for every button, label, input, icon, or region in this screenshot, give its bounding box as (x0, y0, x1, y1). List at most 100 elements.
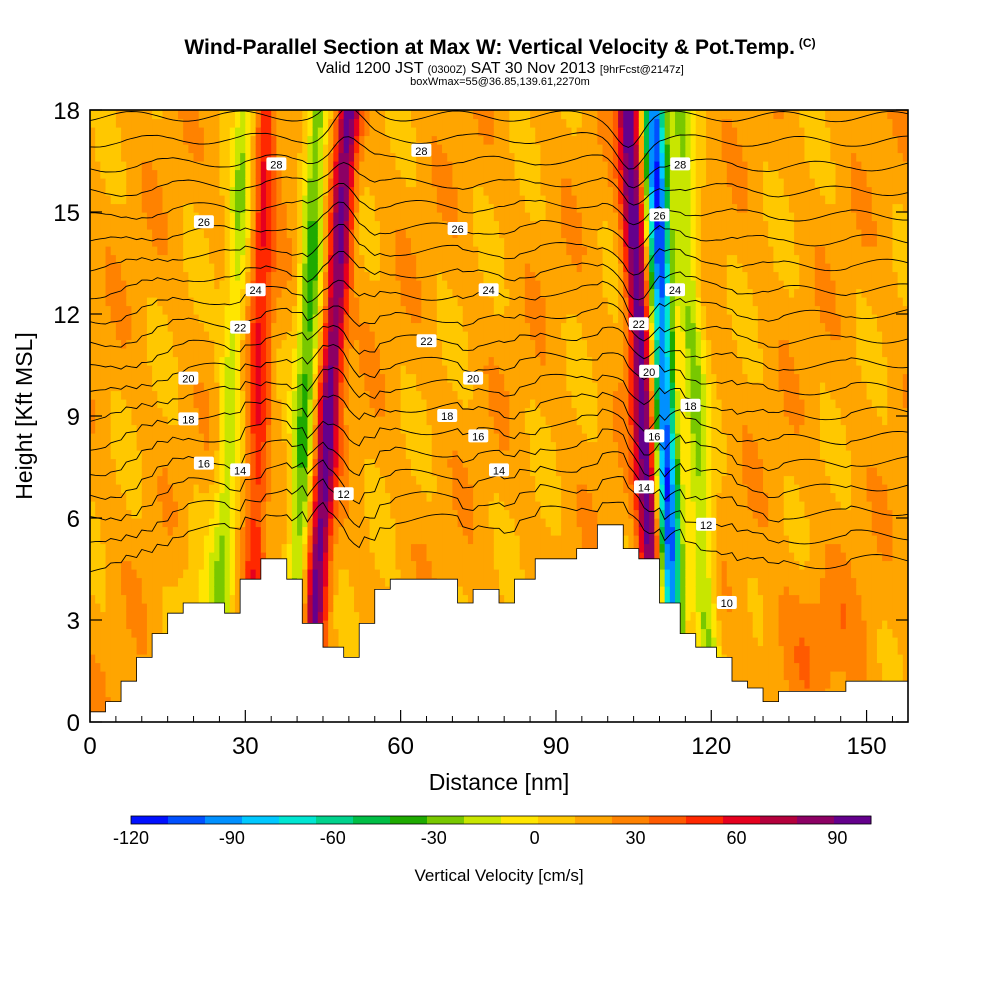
field-cell (219, 577, 226, 587)
field-cell (426, 212, 433, 222)
field-cell (172, 441, 179, 451)
field-cell (307, 569, 314, 579)
field-cell (333, 569, 340, 579)
field-cell (193, 382, 200, 392)
field-cell (121, 594, 127, 604)
field-cell (312, 560, 319, 570)
field-cell (436, 543, 443, 553)
field-cell (379, 280, 386, 290)
field-cell (307, 322, 314, 332)
field-cell (209, 484, 215, 494)
field-cell (146, 586, 153, 596)
field-cell (240, 339, 246, 349)
field-cell (348, 407, 355, 417)
field-cell (343, 110, 350, 120)
field-cell (188, 424, 195, 434)
field-cell (317, 195, 324, 205)
field-cell (343, 450, 350, 460)
field-cell (172, 110, 179, 120)
field-cell (126, 416, 133, 426)
field-cell (328, 195, 334, 205)
field-cell (121, 127, 127, 137)
field-cell (121, 475, 127, 485)
field-cell (421, 127, 428, 137)
field-cell (183, 390, 189, 400)
field-cell (369, 441, 376, 451)
field-cell (234, 144, 241, 154)
field-cell (146, 373, 153, 383)
field-cell (442, 110, 448, 120)
field-cell (172, 280, 179, 290)
field-cell (90, 696, 96, 706)
field-cell (348, 118, 355, 128)
field-cell (307, 305, 314, 315)
field-cell (193, 399, 200, 409)
field-cell (410, 450, 417, 460)
field-cell (291, 169, 298, 179)
field-cell (250, 254, 257, 264)
field-cell (193, 135, 200, 145)
field-cell (405, 373, 412, 383)
field-cell (312, 220, 319, 230)
field-cell (100, 118, 107, 128)
field-cell (95, 620, 101, 630)
field-cell (354, 620, 360, 630)
field-cell (178, 390, 184, 400)
field-cell (110, 450, 117, 460)
field-cell (162, 611, 169, 621)
field-cell (266, 535, 272, 545)
field-cell (250, 501, 257, 511)
field-cell (229, 135, 236, 145)
field-cell (229, 509, 236, 519)
field-cell (390, 212, 397, 222)
field-cell (348, 620, 355, 630)
field-cell (379, 450, 386, 460)
field-cell (188, 305, 195, 315)
field-cell (167, 577, 174, 587)
field-cell (322, 118, 329, 128)
field-cell (354, 543, 360, 553)
field-cell (354, 237, 360, 247)
field-cell (328, 603, 334, 613)
field-cell (276, 484, 283, 494)
field-cell (405, 305, 412, 315)
field-cell (271, 118, 277, 128)
field-cell (266, 297, 272, 307)
field-cell (431, 467, 438, 477)
field-cell (172, 322, 179, 332)
field-cell (178, 484, 184, 494)
field-cell (431, 144, 438, 154)
field-cell (105, 212, 112, 222)
field-cell (188, 118, 195, 128)
field-cell (172, 577, 179, 587)
field-cell (146, 577, 153, 587)
field-cell (172, 603, 179, 613)
field-cell (416, 543, 422, 553)
field-cell (317, 161, 324, 171)
field-cell (333, 288, 340, 298)
field-cell (110, 144, 117, 154)
field-cell (260, 399, 267, 409)
field-cell (385, 552, 391, 562)
field-cell (100, 424, 107, 434)
field-cell (178, 365, 184, 375)
field-cell (167, 441, 174, 451)
field-cell (90, 322, 96, 332)
field-cell (343, 501, 350, 511)
field-cell (354, 356, 360, 366)
field-cell (416, 518, 422, 528)
field-cell (291, 373, 298, 383)
field-cell (157, 416, 164, 426)
field-cell (219, 458, 226, 468)
field-cell (369, 263, 376, 273)
field-cell (364, 178, 371, 188)
field-cell (343, 560, 350, 570)
field-cell (400, 433, 407, 443)
field-cell (95, 195, 101, 205)
field-cell (317, 458, 324, 468)
field-cell (126, 518, 133, 528)
field-cell (266, 441, 272, 451)
field-cell (162, 161, 169, 171)
field-cell (286, 543, 293, 553)
field-cell (126, 637, 133, 647)
